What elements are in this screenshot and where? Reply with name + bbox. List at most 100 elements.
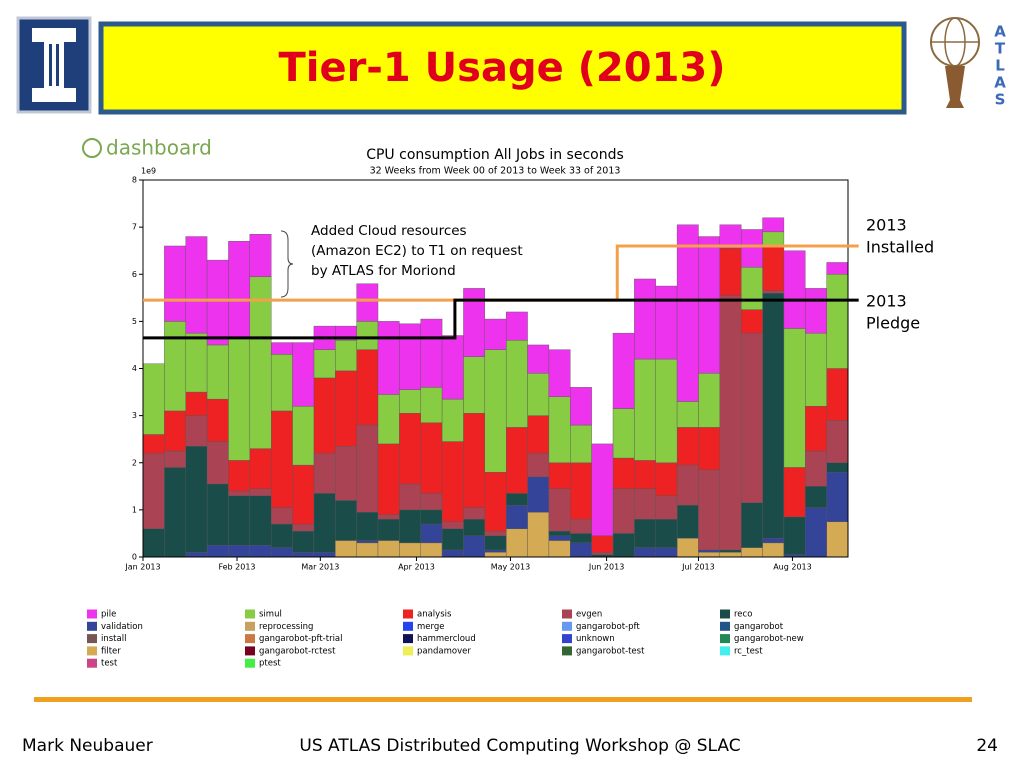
bar-segment <box>185 415 208 447</box>
bar-segment <box>356 540 379 544</box>
bar-segment <box>826 521 849 558</box>
bar-segment <box>484 552 507 558</box>
bar-segment <box>527 373 550 416</box>
bar-segment <box>206 483 229 546</box>
line-label: 2013 <box>866 215 907 234</box>
bar-segment <box>463 519 486 536</box>
bar-segment <box>249 448 272 489</box>
bar-segment <box>612 533 635 558</box>
bar-segment <box>698 549 721 553</box>
bar-segment <box>505 493 528 506</box>
bar-segment <box>548 462 571 489</box>
legend-label: simul <box>259 610 282 620</box>
bar-segment <box>484 349 507 473</box>
bar-segment <box>719 552 742 558</box>
bar-segment <box>740 547 763 558</box>
bar-segment <box>698 469 721 551</box>
bar-segment <box>142 453 165 529</box>
legend-label: pile <box>101 610 116 620</box>
legend-swatch <box>403 621 413 631</box>
legend-swatch <box>403 609 413 619</box>
bar-segment <box>591 535 614 553</box>
bar-segment <box>377 514 400 520</box>
bar-segment <box>826 274 849 369</box>
bar-segment <box>719 248 742 296</box>
legend-label: validation <box>101 622 143 632</box>
bar-segment <box>783 328 806 468</box>
bar-segment <box>527 415 550 454</box>
chart-title: CPU consumption All Jobs in seconds <box>366 147 624 163</box>
x-tick-label: Aug 2013 <box>773 563 812 572</box>
bar-segment <box>313 552 336 558</box>
bar-segment <box>740 502 763 548</box>
bar-segment <box>164 450 186 468</box>
bar-segment <box>762 290 785 294</box>
bar-segment <box>505 504 528 529</box>
atlas-logo <box>930 17 980 108</box>
bar-segment <box>228 495 251 546</box>
bar-segment <box>228 241 251 339</box>
bar-segment <box>441 441 464 522</box>
bar-segment <box>719 549 742 553</box>
bar-segment <box>505 528 528 558</box>
bar-segment <box>783 467 806 518</box>
bar-segment <box>762 217 785 233</box>
bar-segment <box>548 488 571 532</box>
bar-segment <box>313 493 336 553</box>
legend-swatch <box>87 646 97 656</box>
bar-segment <box>206 398 229 442</box>
bar-segment <box>612 457 635 489</box>
footer-event: US ATLAS Distributed Computing Workshop … <box>299 736 740 756</box>
illinois-logo <box>16 16 92 114</box>
x-tick-label: May 2013 <box>491 563 530 572</box>
bar-segment <box>377 443 400 515</box>
bar-segment <box>591 552 614 555</box>
legend-label: filter <box>101 646 121 656</box>
bar-segment <box>206 545 229 558</box>
bar-segment <box>185 552 208 558</box>
legend-label: evgen <box>576 610 602 620</box>
bar-segment <box>377 519 400 541</box>
bar-segment <box>441 528 464 551</box>
legend-label: gangarobot-test <box>576 646 645 656</box>
bar-segment <box>826 368 849 421</box>
bar-segment <box>270 354 293 412</box>
bar-segment <box>570 533 592 544</box>
legend-swatch <box>403 634 413 644</box>
legend-swatch <box>720 621 730 631</box>
dashboard-icon <box>82 138 102 158</box>
bar-segment <box>676 427 699 466</box>
legend-label: ptest <box>259 659 281 669</box>
bar-segment <box>655 519 678 548</box>
bar-segment <box>698 373 721 428</box>
line-label: 2013 <box>866 292 907 311</box>
bar-segment <box>463 535 486 558</box>
bar-segment <box>356 512 379 541</box>
chart-subtitle: 32 Weeks from Week 00 of 2013 to Week 33… <box>370 166 621 177</box>
legend-swatch <box>562 634 572 644</box>
bar-segment <box>164 245 186 322</box>
bar-segment <box>441 549 464 558</box>
legend-label: analysis <box>417 610 452 620</box>
bar-segment <box>206 441 229 485</box>
bar-segment <box>356 283 379 322</box>
bar-segment <box>249 545 272 558</box>
bar-segment <box>270 410 293 508</box>
bar-segment <box>441 398 464 442</box>
bar-segment <box>655 495 678 520</box>
bar-segment <box>420 493 443 511</box>
bar-segment <box>548 540 571 558</box>
y-tick-label: 4 <box>132 364 137 373</box>
bar-segment <box>634 547 656 558</box>
bar-segment <box>292 342 315 407</box>
bar-segment <box>399 483 421 511</box>
bar-segment <box>783 250 806 329</box>
bar-segment <box>142 434 165 454</box>
bar-segment <box>463 413 486 508</box>
bar-segment <box>228 490 251 496</box>
bar-segment <box>356 321 379 350</box>
bar-segment <box>335 446 357 501</box>
bar-segment <box>762 537 785 544</box>
bar-segment <box>719 295 742 551</box>
